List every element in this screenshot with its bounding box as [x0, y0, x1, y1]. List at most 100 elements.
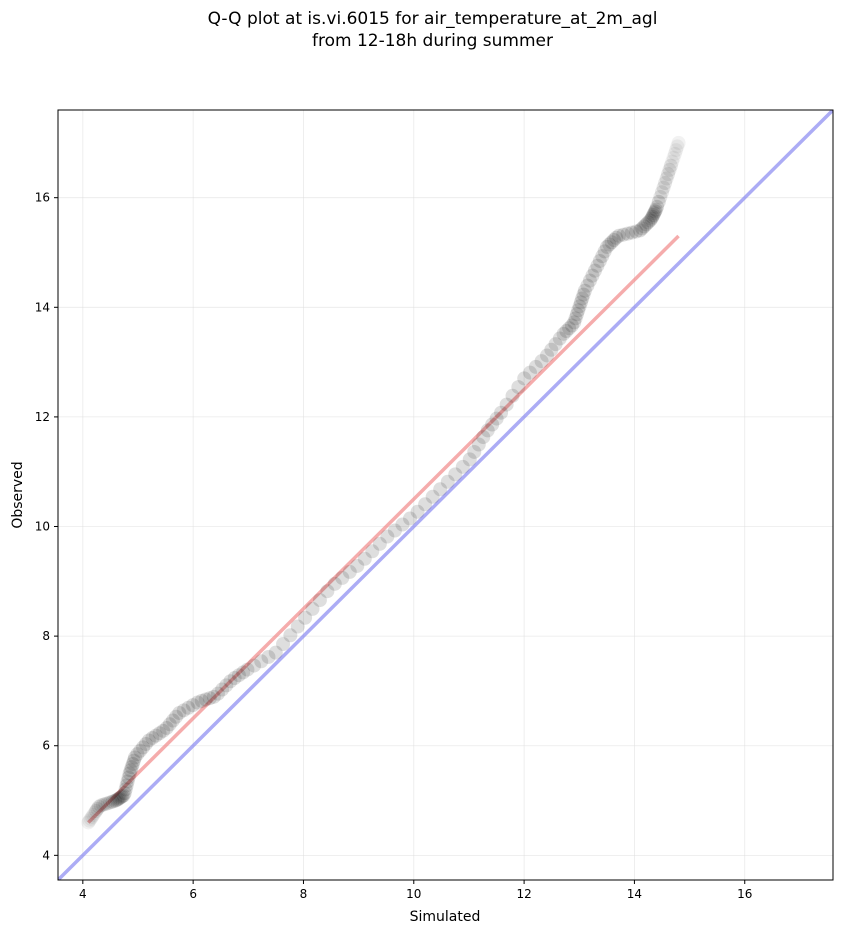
- qq-point: [365, 544, 380, 559]
- qq-point: [669, 143, 684, 158]
- qq-point: [528, 359, 543, 374]
- qq-point: [635, 221, 650, 236]
- y-tick-label: 10: [35, 520, 50, 534]
- y-tick-label: 8: [42, 629, 50, 643]
- qq-point: [659, 171, 674, 186]
- y-tick-label: 16: [35, 191, 50, 205]
- qq-point: [145, 731, 160, 746]
- qq-point: [656, 180, 671, 195]
- qq-point: [662, 162, 677, 177]
- qq-point: [653, 190, 668, 205]
- qq-point: [231, 668, 246, 683]
- qq-point: [629, 224, 644, 239]
- qq-point: [108, 793, 123, 808]
- qq-point: [646, 207, 661, 222]
- qq-point: [592, 253, 607, 268]
- qq-point: [96, 797, 111, 812]
- qq-point: [499, 397, 514, 412]
- qq-point: [644, 211, 659, 226]
- qq-point: [494, 405, 509, 420]
- qq-point: [86, 808, 101, 823]
- qq-point: [418, 497, 433, 512]
- qq-point: [290, 619, 305, 634]
- qq-point: [215, 682, 230, 697]
- qq-point: [227, 671, 242, 686]
- qq-point: [544, 342, 559, 357]
- qq-point: [116, 788, 131, 803]
- qq-point: [661, 167, 676, 182]
- qq-point: [667, 146, 682, 161]
- qq-point: [165, 713, 180, 728]
- qq-point: [599, 239, 614, 254]
- gridlines: [58, 110, 833, 880]
- qq-point: [604, 235, 619, 250]
- y-tick-label: 14: [35, 300, 50, 314]
- qq-point: [152, 726, 167, 741]
- qq-point: [403, 511, 418, 526]
- qq-point: [569, 307, 584, 322]
- qq-point: [126, 753, 141, 768]
- qq-point: [575, 291, 590, 306]
- qq-point: [335, 570, 350, 585]
- qq-point: [616, 227, 631, 242]
- y-tick-label: 6: [42, 739, 50, 753]
- chart-title-line1: Q-Q plot at is.vi.6015 for air_temperatu…: [207, 9, 658, 29]
- qq-point: [633, 223, 648, 238]
- qq-point: [568, 311, 583, 326]
- x-tick-label: 14: [627, 887, 642, 901]
- qq-point: [556, 326, 571, 341]
- qq-point: [597, 244, 612, 259]
- qq-point: [327, 576, 342, 591]
- qq-point: [671, 135, 686, 150]
- fit-line: [87, 234, 680, 824]
- qq-point: [643, 213, 658, 228]
- qq-point: [87, 806, 102, 821]
- x-tick-label: 4: [79, 887, 87, 901]
- qq-point: [641, 215, 656, 230]
- qq-point: [395, 517, 410, 532]
- qq-point: [448, 467, 463, 482]
- qq-point: [654, 185, 669, 200]
- qq-point: [283, 628, 298, 643]
- x-axis-label: Simulated: [410, 909, 481, 925]
- qq-point: [548, 337, 563, 352]
- qq-point: [298, 610, 313, 625]
- qq-point: [650, 199, 665, 214]
- qq-point: [120, 774, 135, 789]
- qq-point: [476, 430, 491, 445]
- qq-point: [511, 380, 526, 395]
- qq-point: [648, 204, 663, 219]
- qq-point: [567, 315, 582, 330]
- qq-point: [462, 452, 477, 467]
- qq-point: [595, 249, 610, 264]
- qq-point: [606, 232, 621, 247]
- identity-line: [58, 110, 833, 880]
- qq-point: [123, 763, 138, 778]
- qq-point: [440, 474, 455, 489]
- qq-point: [480, 423, 495, 438]
- qq-point: [587, 263, 602, 278]
- qq-point: [357, 551, 372, 566]
- qq-point: [305, 601, 320, 616]
- qq-point: [240, 662, 255, 677]
- qq-point: [198, 692, 213, 707]
- qq-point: [268, 645, 283, 660]
- qq-point: [485, 417, 500, 432]
- qq-point: [181, 700, 196, 715]
- qq-point: [624, 225, 639, 240]
- qq-point: [90, 801, 105, 816]
- qq-point: [138, 736, 153, 751]
- qq-point: [89, 804, 104, 819]
- qq-point: [312, 593, 327, 608]
- qq-point: [133, 743, 148, 758]
- qq-point: [276, 637, 291, 652]
- qq-point: [505, 388, 520, 403]
- qq-point: [121, 770, 136, 785]
- qq-point: [665, 154, 680, 169]
- qq-point: [119, 778, 134, 793]
- x-tick-label: 8: [300, 887, 308, 901]
- qq-point: [136, 740, 151, 755]
- qq-point: [410, 504, 425, 519]
- qq-point: [639, 217, 654, 232]
- qq-point: [115, 789, 130, 804]
